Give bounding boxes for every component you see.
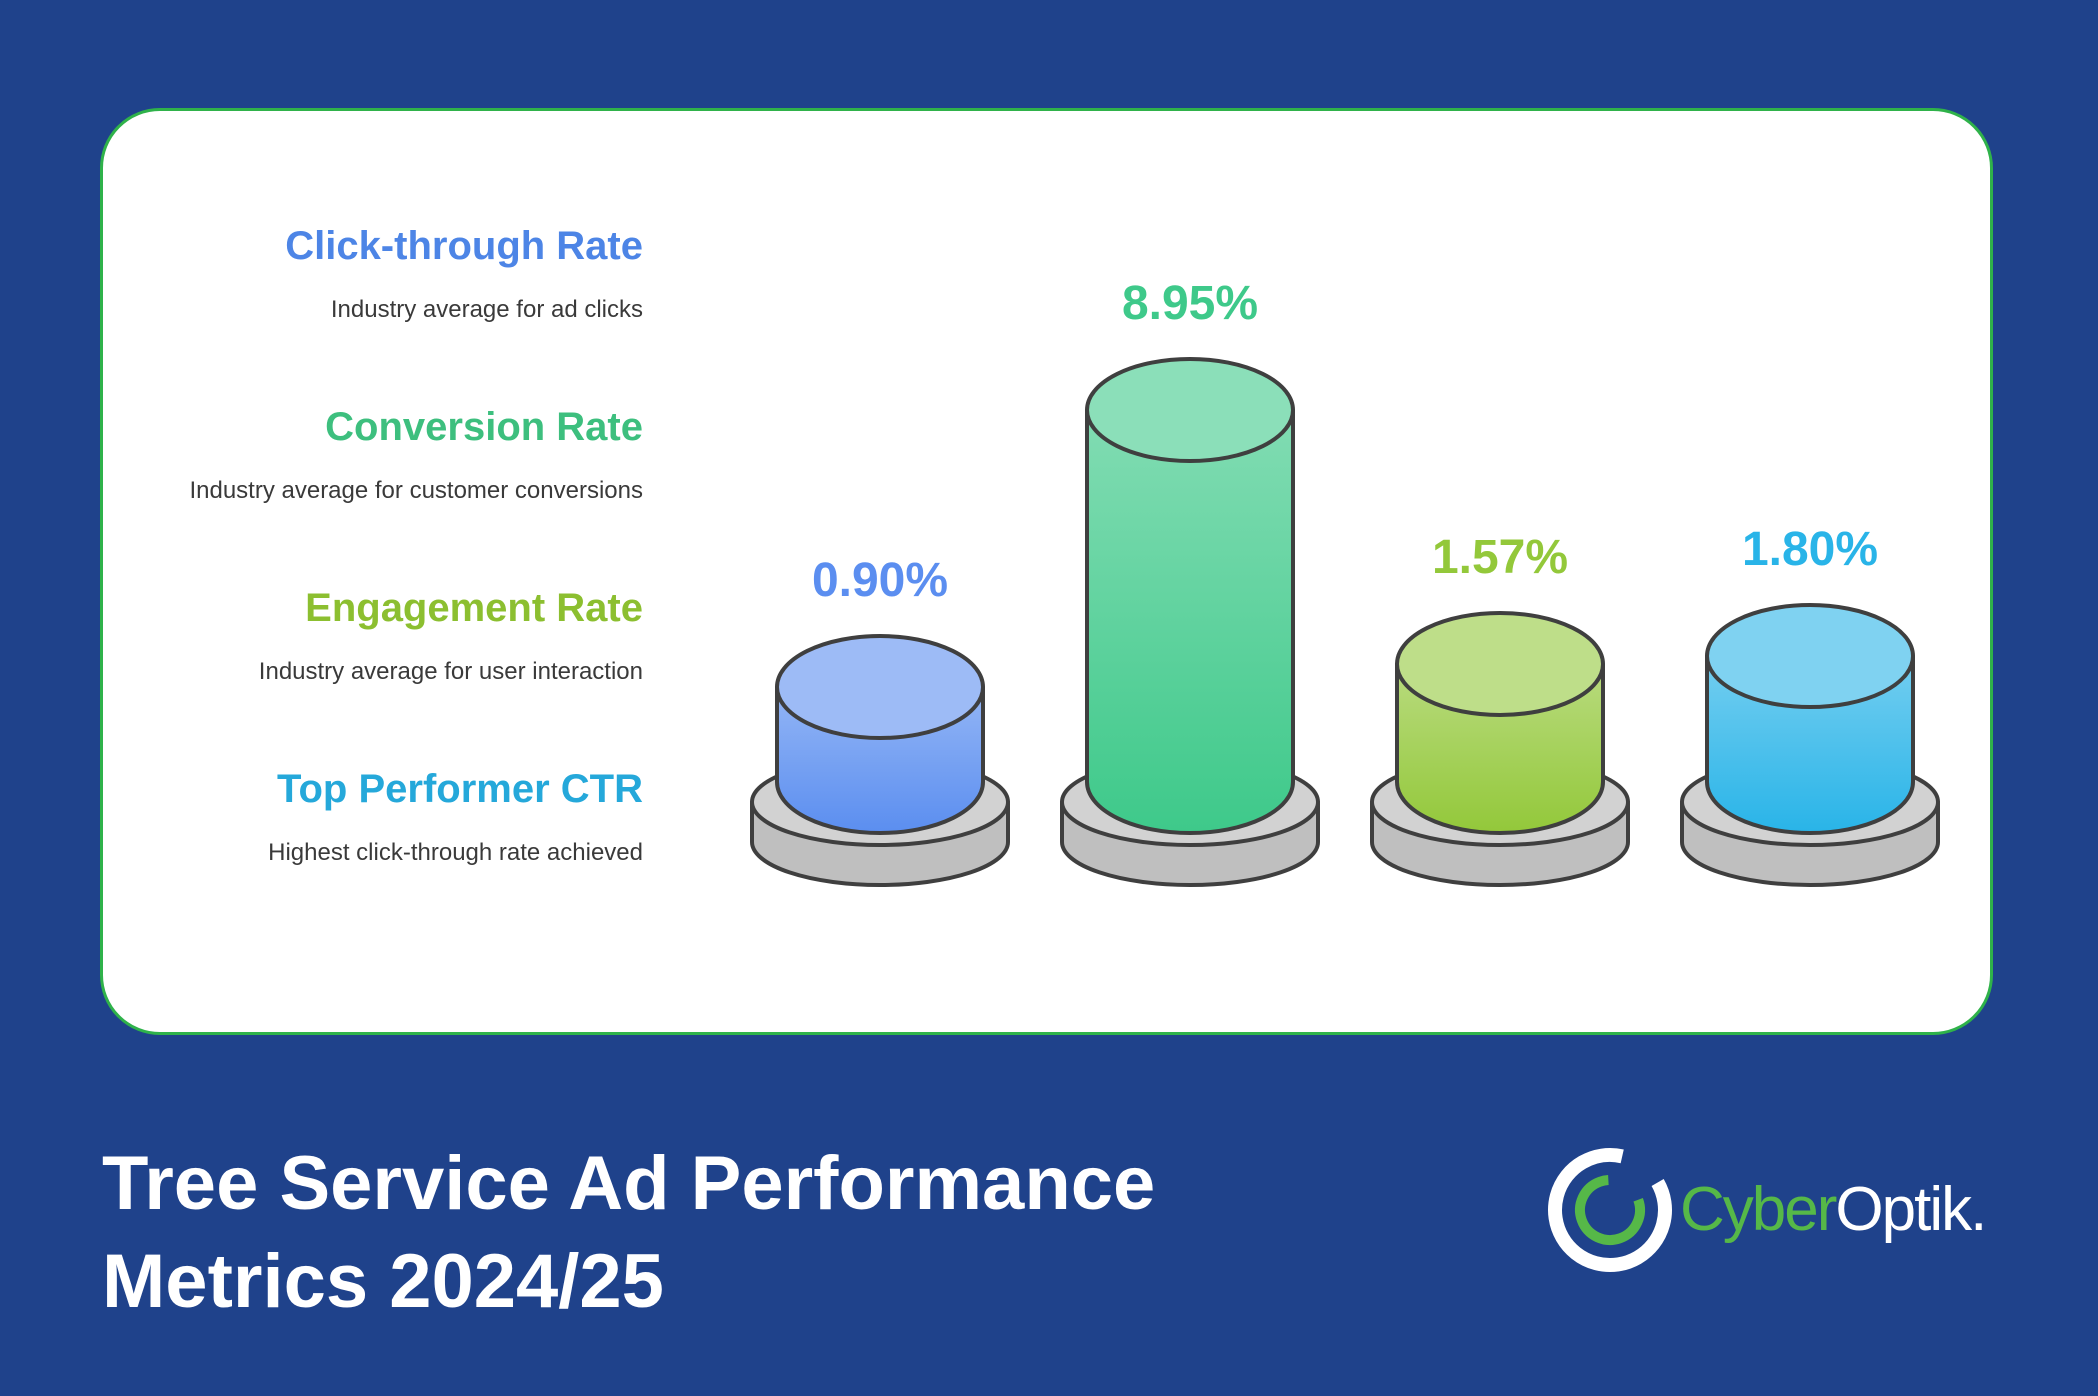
legend-title: Click-through Rate [285, 224, 643, 268]
brand-name-part2: Optik. [1835, 1175, 1987, 1244]
bar-3: 1.57% [1370, 531, 1630, 887]
legend-description: Highest click-through rate achieved [268, 839, 643, 866]
title-line-2: Metrics 2024/25 [102, 1239, 664, 1324]
cyberoptik-logo-icon [1548, 1148, 1672, 1272]
legend-title: Engagement Rate [305, 586, 643, 630]
title-line-1: Tree Service Ad Performance [102, 1141, 1156, 1226]
bar-top [1085, 357, 1295, 463]
brand-name-part1: Cyber [1680, 1175, 1837, 1244]
page-title: Tree Service Ad Performance Metrics 2024… [102, 1135, 1155, 1331]
legend-title: Top Performer CTR [277, 767, 643, 811]
legend-description: Industry average for customer conversion… [189, 477, 643, 504]
legend-description: Industry average for ad clicks [330, 296, 643, 323]
bar-body [1085, 408, 1295, 835]
legend-item-engagement: Engagement Rate Industry average for use… [259, 584, 643, 686]
bar-1: 0.90% [750, 554, 1010, 887]
legend-item-ctr: Click-through Rate Industry average for … [285, 222, 643, 324]
bar-value-label: 8.95% [1122, 277, 1258, 330]
chart-card [100, 108, 1993, 1035]
legend-item-conversion: Conversion Rate Industry average for cus… [189, 403, 643, 505]
bar-top [775, 634, 985, 741]
bar-value-label: 0.90% [812, 554, 948, 607]
bar-2: 8.95% [1060, 277, 1320, 887]
bar-value-label: 1.57% [1432, 531, 1568, 584]
bar-4: 1.80% [1680, 523, 1940, 887]
brand-name: CyberOptik. [1680, 1172, 1987, 1248]
legend-item-top-ctr: Top Performer CTR Highest click-through … [268, 765, 643, 867]
bar-value-label: 1.80% [1742, 523, 1878, 576]
bar-top [1395, 610, 1605, 717]
legend-title: Conversion Rate [325, 405, 643, 449]
bar-top [1705, 603, 1915, 710]
legend-description: Industry average for user interaction [258, 658, 643, 685]
